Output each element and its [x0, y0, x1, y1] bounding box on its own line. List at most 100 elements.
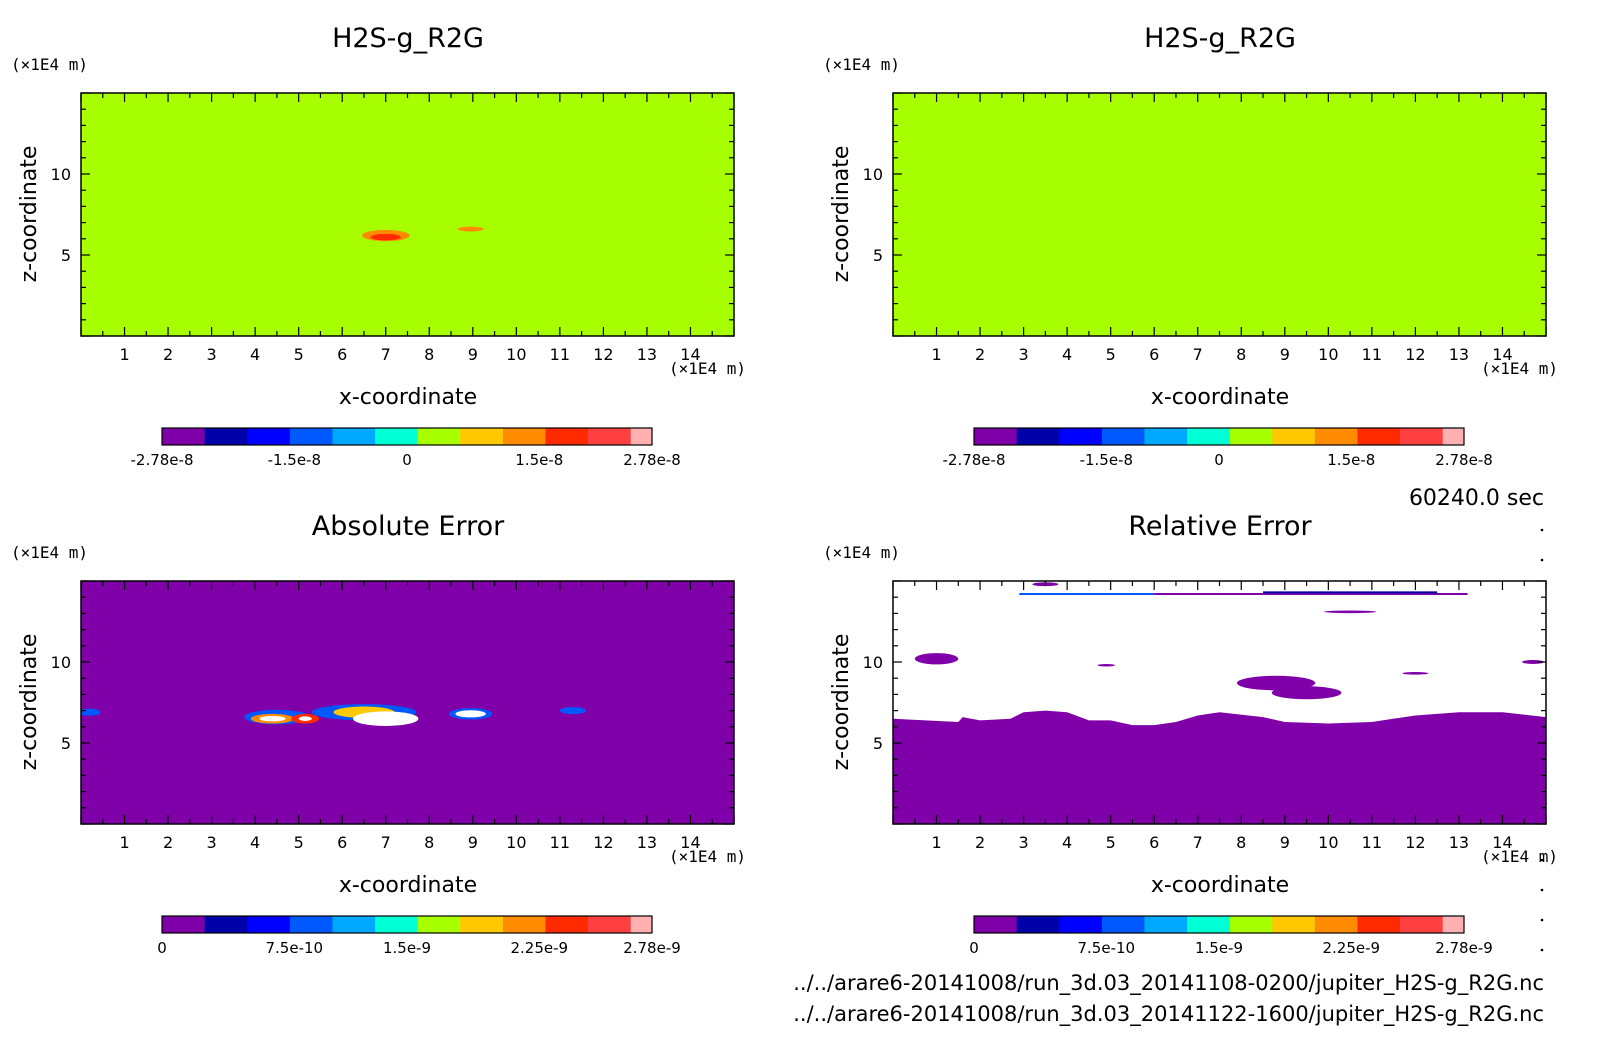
colorbar-swatch	[1187, 428, 1231, 445]
heatmap-feature	[1323, 610, 1377, 614]
colorbar-swatch	[1314, 916, 1358, 933]
chart-panel-3: Absolute Error(×1E4 m)1 2 3 4 5 6 7 8 9 10 11 12 13 1…	[11, 511, 746, 957]
x-tick-label: 3	[207, 345, 217, 364]
x-unit-label: (×1E4 m)	[669, 359, 746, 378]
x-tick-label: 2	[975, 345, 985, 364]
x-tick-label: 7	[1193, 345, 1203, 364]
heatmap-feature	[914, 653, 959, 665]
x-tick-label: 3	[207, 833, 217, 852]
edge-dot	[1540, 918, 1544, 922]
x-tick-label: 3	[1019, 345, 1029, 364]
x-tick-label: 6	[1149, 345, 1159, 364]
colorbar-swatch	[545, 916, 589, 933]
x-tick-label: 11	[550, 345, 570, 364]
x-unit-label: (×1E4 m)	[1481, 359, 1558, 378]
x-tick-label: 8	[1236, 833, 1246, 852]
colorbar-swatch	[1272, 916, 1316, 933]
colorbar-label: 2.78e-9	[1435, 939, 1493, 957]
x-tick-label: 1	[119, 345, 129, 364]
x-tick-label: 13	[1449, 345, 1469, 364]
heatmap-feature	[370, 233, 401, 241]
colorbar-label: -2.78e-8	[943, 451, 1006, 469]
colorbar-swatch	[1059, 916, 1103, 933]
x-tick-label: 1	[931, 345, 941, 364]
colorbar-label: 2.78e-8	[623, 451, 681, 469]
y-tick-label: 5	[61, 246, 71, 265]
colorbar-swatch	[375, 916, 419, 933]
x-axis-label: x-coordinate	[339, 385, 477, 410]
x-tick-label: 12	[593, 833, 613, 852]
x-tick-label: 13	[637, 833, 657, 852]
x-tick-label: 14	[1492, 833, 1512, 852]
x-tick-label: 10	[506, 345, 526, 364]
colorbar-swatch	[332, 916, 376, 933]
x-tick-label: 14	[680, 833, 700, 852]
colorbar-swatch	[162, 916, 206, 933]
colorbar-label: 1.5e-9	[383, 939, 431, 957]
colorbar-label: 7.5e-10	[266, 939, 324, 957]
colorbar-swatch	[332, 428, 376, 445]
x-tick-label: 9	[468, 345, 478, 364]
heatmap-feature	[353, 711, 419, 726]
x-unit-label: (×1E4 m)	[669, 847, 746, 866]
colorbar-swatch	[1016, 916, 1060, 933]
heatmap-background	[893, 93, 1546, 336]
y-tick-label: 5	[61, 734, 71, 753]
x-unit-label: (×1E4 m)	[1481, 847, 1558, 866]
y-unit-label: (×1E4 m)	[823, 543, 900, 562]
heatmap-field	[893, 93, 1546, 336]
x-tick-label: 2	[975, 833, 985, 852]
x-tick-label: 1	[119, 833, 129, 852]
edge-dot	[1540, 948, 1544, 952]
edge-dot	[1540, 528, 1544, 532]
y-unit-label: (×1E4 m)	[823, 55, 900, 74]
edge-dot	[1540, 888, 1544, 892]
heatmap-field	[81, 93, 734, 336]
colorbar-swatch	[1229, 916, 1273, 933]
x-tick-label: 9	[1280, 833, 1290, 852]
chart-title: H2S-g_R2G	[1144, 23, 1296, 54]
heatmap-feature	[457, 226, 484, 232]
colorbar-swatch	[1272, 428, 1316, 445]
x-tick-label: 2	[163, 345, 173, 364]
colorbar-label: 7.5e-10	[1078, 939, 1136, 957]
colorbar-swatch	[1357, 916, 1401, 933]
heatmap-field	[81, 581, 734, 824]
colorbar-swatch	[588, 428, 632, 445]
colorbar-frame	[973, 915, 1465, 934]
heatmap-background	[81, 581, 734, 824]
y-unit-label: (×1E4 m)	[11, 55, 88, 74]
colorbar-label: 2.78e-8	[1435, 451, 1493, 469]
y-unit-label: (×1E4 m)	[11, 543, 88, 562]
colorbar-label: 2.25e-9	[511, 939, 569, 957]
y-tick-label: 5	[873, 246, 883, 265]
x-tick-label: 12	[1405, 345, 1425, 364]
edge-dot	[1540, 858, 1544, 862]
heatmap-feature	[559, 707, 586, 715]
colorbar-swatch	[502, 428, 546, 445]
heatmap-feature	[1097, 663, 1116, 667]
colorbar-frame	[973, 427, 1465, 446]
colorbar-label: 2.78e-9	[623, 939, 681, 957]
x-tick-label: 10	[1318, 345, 1338, 364]
x-tick-label: 13	[637, 345, 657, 364]
y-tick-label: 5	[873, 734, 883, 753]
x-tick-label: 12	[593, 345, 613, 364]
colorbar-swatch	[588, 916, 632, 933]
x-tick-label: 5	[294, 345, 304, 364]
colorbar-frame	[161, 915, 653, 934]
colorbar-swatch	[1229, 428, 1273, 445]
colorbar-swatch	[247, 428, 291, 445]
colorbar-label: 2.25e-9	[1323, 939, 1381, 957]
chart-panel-2: H2S-g_R2G(×1E4 m)1 2 3 4 5 6 7 8 9 10 11 12 13 14510(…	[823, 23, 1558, 469]
x-tick-label: 3	[1019, 833, 1029, 852]
y-axis-label: z-coordinate	[17, 146, 42, 283]
colorbar-swatch	[1187, 916, 1231, 933]
x-tick-label: 6	[337, 345, 347, 364]
colorbar-swatch	[460, 916, 504, 933]
colorbar-swatch	[1442, 428, 1465, 445]
y-axis-label: z-coordinate	[829, 146, 854, 283]
y-axis-label: z-coordinate	[829, 634, 854, 771]
edge-dot	[1540, 558, 1544, 562]
y-axis-label: z-coordinate	[17, 634, 42, 771]
